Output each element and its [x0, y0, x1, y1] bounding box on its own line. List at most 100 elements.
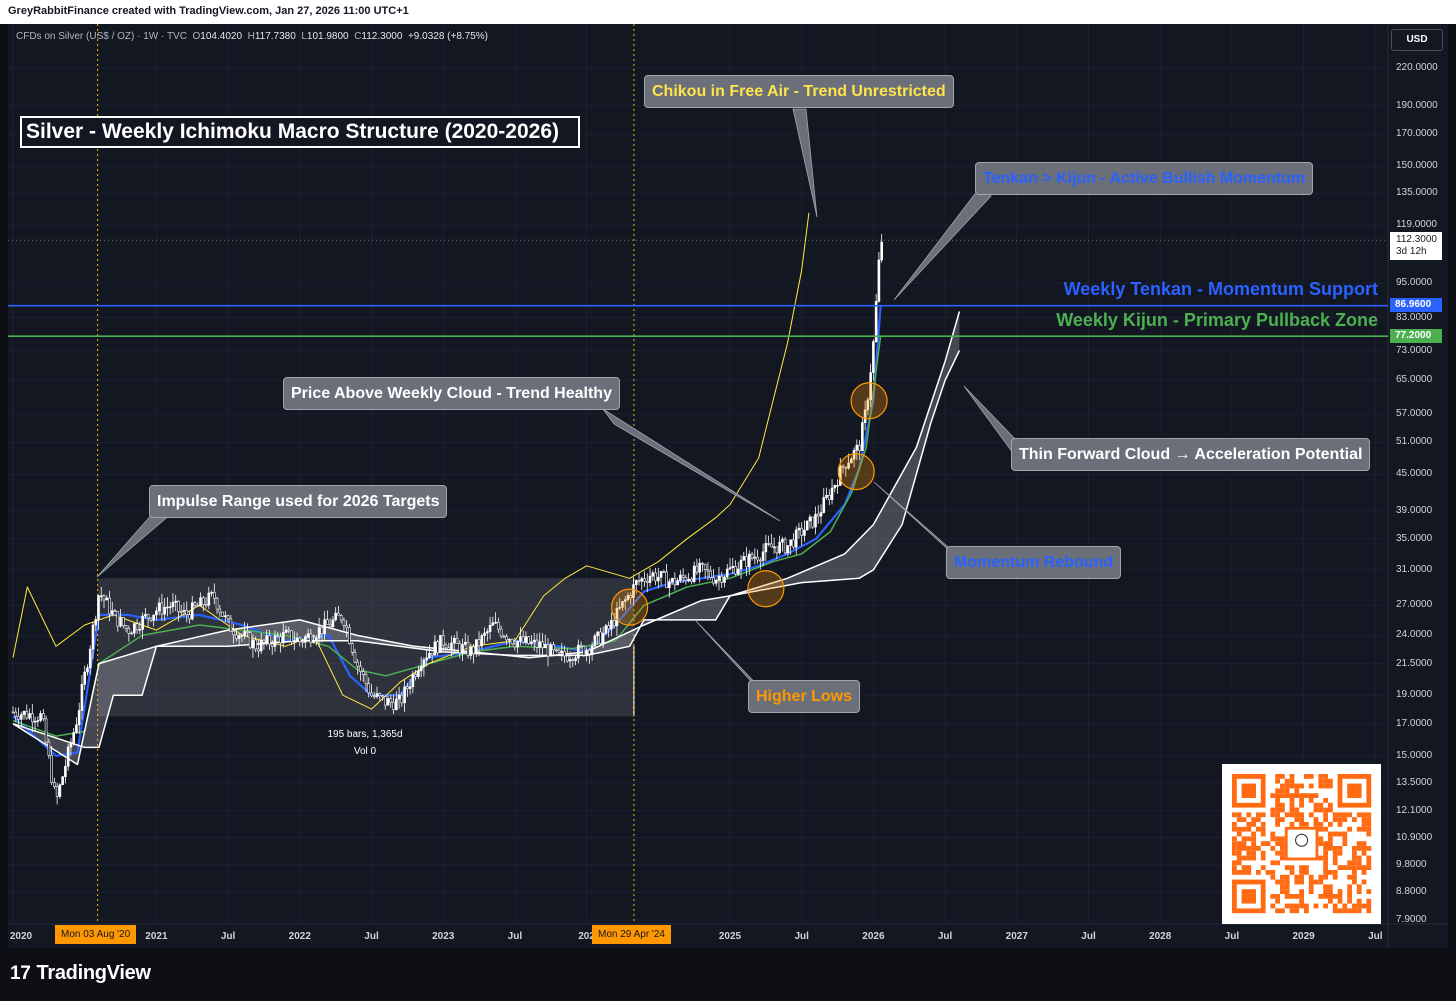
- candle-body-271: [759, 559, 762, 562]
- price-tick-label: 150.0000: [1396, 160, 1438, 172]
- qr-module-261: [1280, 889, 1285, 894]
- callout-pointer-0: [792, 108, 818, 218]
- candle-body-53: [157, 602, 161, 612]
- qr-module-84: [1299, 817, 1304, 822]
- qr-module-243: [1352, 874, 1357, 880]
- qr-module-183: [1251, 855, 1256, 861]
- qr-module-314: [1356, 908, 1362, 914]
- qr-module-176: [1332, 850, 1338, 856]
- candle-body-43: [130, 632, 133, 635]
- candle-body-99: [284, 629, 288, 633]
- candle-body-288: [805, 520, 809, 531]
- qr-module-251: [1318, 879, 1324, 885]
- candle-body-113: [323, 619, 326, 635]
- qr-module-254: [1280, 884, 1285, 890]
- candle-body-64: [188, 614, 191, 620]
- qr-module-126: [1342, 831, 1348, 837]
- candle-body-248: [695, 565, 699, 573]
- qr-module-56: [1328, 807, 1333, 813]
- candle-body-97: [279, 636, 282, 644]
- time-tick-label: 2021: [145, 931, 168, 942]
- candle-body-52: [155, 610, 158, 616]
- qr-module-31: [1294, 793, 1300, 798]
- candle-body-175: [494, 621, 497, 624]
- candle-body-152: [430, 652, 434, 656]
- candle-body-153: [433, 641, 437, 656]
- candle-body-311: [869, 372, 872, 401]
- qr-module-181: [1241, 855, 1247, 861]
- candle-body-176: [497, 621, 500, 630]
- price-tick-label: 65.0000: [1396, 374, 1433, 386]
- qr-module-224: [1270, 870, 1276, 875]
- candle-body-272: [761, 551, 765, 561]
- qr-module-257: [1323, 884, 1328, 890]
- qr-module-267: [1337, 889, 1343, 894]
- candle-body-105: [301, 641, 304, 643]
- candle-body-143: [406, 686, 409, 689]
- qr-module-128: [1232, 836, 1237, 842]
- candle-body-28: [88, 648, 92, 669]
- callout-impulse-range: Impulse Range used for 2026 Targets: [149, 485, 448, 518]
- candle-body-118: [337, 612, 340, 616]
- high-value: 117.7380: [254, 31, 296, 42]
- qr-module-112: [1260, 826, 1266, 832]
- qr-module-163: [1337, 846, 1343, 851]
- qr-module-144: [1275, 841, 1280, 846]
- candle-body-230: [645, 580, 649, 583]
- qr-module-205: [1260, 865, 1266, 870]
- candle-body-96: [276, 635, 280, 637]
- qr-module-213: [1347, 865, 1352, 870]
- qr-module-248: [1299, 879, 1304, 885]
- qr-module-202: [1232, 865, 1237, 870]
- candle-body-110: [315, 637, 318, 642]
- qr-module-9: [1289, 778, 1295, 784]
- qr-module-34: [1308, 793, 1314, 798]
- qr-module-290: [1270, 903, 1276, 909]
- qr-module-109: [1241, 826, 1247, 832]
- qr-module-73: [1347, 812, 1352, 818]
- qr-module-187: [1323, 855, 1328, 861]
- candle-body-134: [381, 695, 384, 698]
- close-value: 112.3000: [361, 31, 403, 42]
- candle-body-303: [847, 462, 850, 469]
- qr-module-214: [1352, 865, 1357, 870]
- candle-body-170: [480, 635, 484, 647]
- qr-module-60: [1256, 812, 1261, 818]
- candle-body-309: [863, 409, 867, 423]
- qr-module-152: [1232, 846, 1237, 851]
- candle-body-312: [872, 341, 875, 373]
- qr-module-307: [1294, 908, 1300, 914]
- qr-module-59: [1246, 812, 1252, 818]
- qr-module-298: [1332, 903, 1338, 909]
- price-tick-label: 7.9000: [1396, 914, 1427, 925]
- qr-module-311: [1342, 908, 1348, 914]
- candle-body-306: [855, 444, 859, 451]
- candle-body-192: [541, 641, 544, 649]
- currency-button[interactable]: USD: [1391, 29, 1443, 51]
- qr-module-171: [1251, 850, 1256, 856]
- candle-body-77: [224, 615, 227, 617]
- qr-module-91: [1361, 817, 1367, 822]
- qr-module-64: [1284, 812, 1290, 818]
- candle-body-196: [552, 644, 555, 651]
- candle-body-121: [345, 625, 348, 628]
- candle-body-142: [403, 686, 406, 704]
- qr-module-166: [1361, 846, 1367, 851]
- tradingview-logo[interactable]: 17 TradingView: [10, 962, 151, 985]
- qr-module-270: [1366, 889, 1372, 894]
- qr-module-238: [1308, 874, 1314, 880]
- time-tick-label: Jul: [1368, 931, 1383, 942]
- candle-body-88: [254, 639, 257, 650]
- candle-body-193: [543, 644, 547, 649]
- last-price-value: 112.3000: [1396, 234, 1437, 245]
- candle-body-4: [22, 710, 26, 715]
- qr-module-252: [1352, 879, 1357, 885]
- qr-module-62: [1270, 812, 1276, 818]
- candle-body-254: [712, 577, 715, 584]
- price-tick-label: 24.0000: [1396, 629, 1433, 641]
- qr-module-253: [1361, 879, 1367, 885]
- candle-body-187: [527, 636, 530, 645]
- qr-module-239: [1318, 874, 1324, 880]
- candle-body-24: [77, 710, 81, 726]
- qr-module-231: [1352, 870, 1357, 875]
